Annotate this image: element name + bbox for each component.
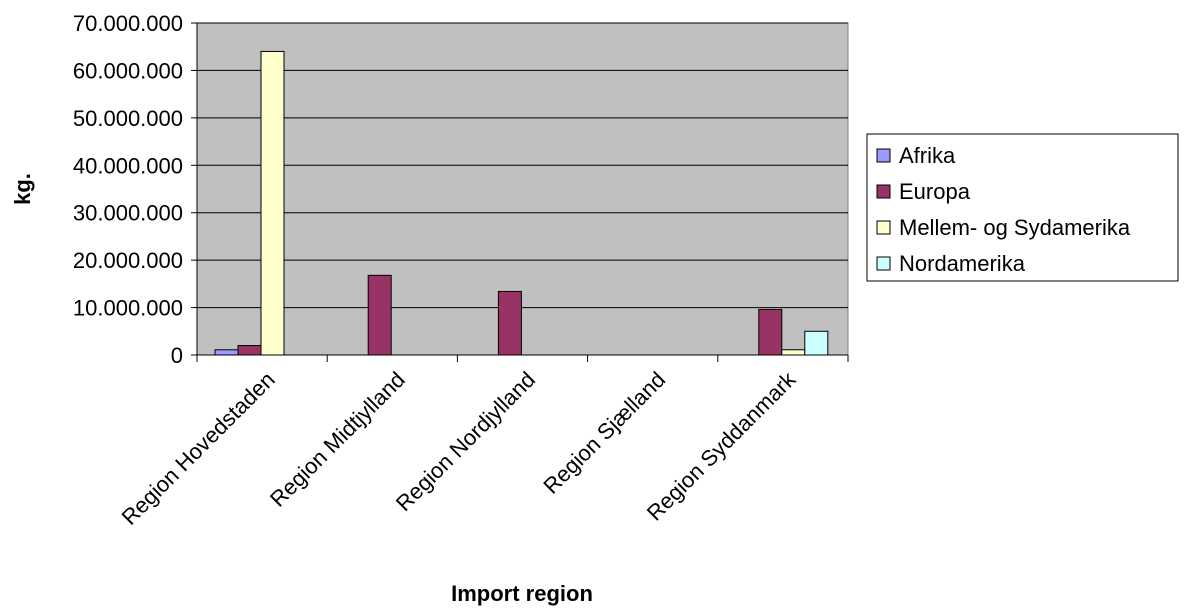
x-tick-label: Region Hovedstaden [117,367,280,530]
legend-label: Mellem- og Sydamerika [899,215,1131,240]
x-tick-label: Region Nordjylland [391,367,540,516]
gridlines [197,22,848,309]
bar [758,308,783,356]
legend-swatch [876,220,891,235]
bar [214,349,239,356]
y-tick-label: 0 [171,343,183,368]
bar [497,290,522,356]
bar [260,50,285,356]
x-axis-title: Import region [451,581,593,606]
x-tick-label: Region Midtjylland [265,367,410,512]
y-axis-title: kg. [10,173,35,205]
axes [191,22,849,362]
y-tick-label: 60.000.000 [73,58,183,83]
bar [237,345,262,356]
x-tick-label: Region Syddanmark [642,366,801,525]
x-tick-label: Region Sjælland [538,367,670,499]
legend-label: Afrika [899,143,956,168]
y-tick-label: 30.000.000 [73,201,183,226]
legend-box [866,133,1179,282]
y-tick-label: 10.000.000 [73,296,183,321]
legend-swatch [876,256,891,271]
bar [804,330,829,356]
legend-swatch [876,184,891,199]
y-tick-label: 40.000.000 [73,153,183,178]
plot-area [196,22,849,356]
legend-swatch [876,148,891,163]
legend-label: Europa [899,179,971,204]
y-tick-label: 50.000.000 [73,106,183,131]
bars [214,50,829,356]
bar [367,274,392,356]
bar [781,349,806,356]
legend: Afrika Europa Mellem- og Sydamerika Nordame… [866,133,1179,282]
y-tick-label: 20.000.000 [73,248,183,273]
y-tick-label: 70.000.000 [73,11,183,36]
y-tick-labels: 0 10.000.000 20.000.000 30.000.000 40.000.00… [73,11,183,368]
legend-label: Nordamerika [899,251,1026,276]
